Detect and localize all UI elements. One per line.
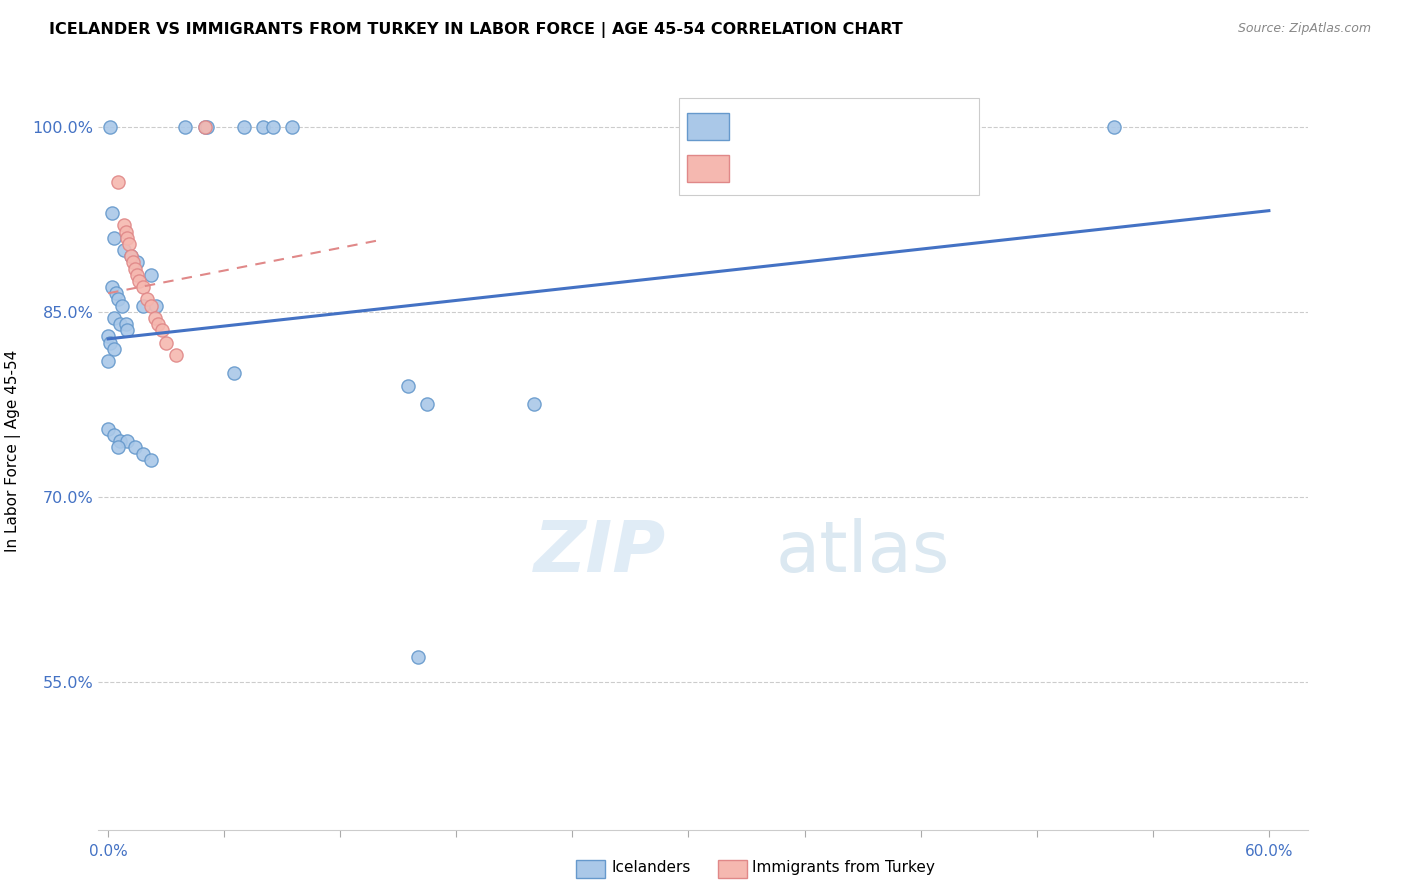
Point xyxy=(232,120,254,134)
Point xyxy=(252,120,274,134)
Point xyxy=(117,323,139,337)
Point xyxy=(124,261,146,276)
Point xyxy=(101,280,124,294)
Point xyxy=(523,397,546,411)
Point xyxy=(101,206,124,220)
Point xyxy=(97,422,120,436)
Point xyxy=(98,120,121,134)
Point xyxy=(127,268,149,282)
Point xyxy=(174,120,197,134)
Point xyxy=(112,219,135,233)
Point xyxy=(132,299,155,313)
Point xyxy=(97,354,120,368)
Text: R = 0.218: R = 0.218 xyxy=(738,120,823,135)
Point xyxy=(135,293,157,307)
Point xyxy=(108,317,131,331)
Point xyxy=(132,446,155,460)
Point xyxy=(103,428,125,442)
Point xyxy=(104,286,127,301)
Text: atlas: atlas xyxy=(776,517,950,587)
Point xyxy=(120,249,142,263)
Text: Immigrants from Turkey: Immigrants from Turkey xyxy=(752,861,935,875)
Point xyxy=(195,120,218,134)
Point xyxy=(155,335,177,350)
Text: Source: ZipAtlas.com: Source: ZipAtlas.com xyxy=(1237,22,1371,36)
Point xyxy=(107,293,129,307)
Bar xyxy=(686,113,730,140)
Point xyxy=(111,299,134,313)
Point xyxy=(120,249,142,263)
Point xyxy=(103,231,125,245)
Point xyxy=(396,378,419,392)
Point xyxy=(127,255,149,269)
Point xyxy=(194,120,217,134)
Point xyxy=(139,268,162,282)
Point xyxy=(139,452,162,467)
Point xyxy=(98,335,121,350)
Text: N = 43: N = 43 xyxy=(859,120,915,135)
Point xyxy=(165,348,187,362)
Point xyxy=(262,120,284,134)
Point xyxy=(103,342,125,356)
Point xyxy=(128,274,150,288)
Point xyxy=(112,243,135,257)
Point xyxy=(148,317,170,331)
Point xyxy=(132,280,155,294)
Point xyxy=(416,397,439,411)
Text: R = 0.165: R = 0.165 xyxy=(738,161,823,177)
Point xyxy=(143,310,166,325)
Point xyxy=(1102,120,1125,134)
Point xyxy=(222,367,245,381)
Point xyxy=(103,310,125,325)
Text: ZIP: ZIP xyxy=(534,517,666,587)
Point xyxy=(124,441,146,455)
Point xyxy=(145,299,167,313)
Point xyxy=(117,231,139,245)
Point xyxy=(107,441,129,455)
Point xyxy=(114,225,136,239)
Point xyxy=(118,236,141,251)
Text: N = 19: N = 19 xyxy=(859,161,915,177)
Bar xyxy=(686,155,730,182)
Point xyxy=(281,120,304,134)
Point xyxy=(117,434,139,449)
Y-axis label: In Labor Force | Age 45-54: In Labor Force | Age 45-54 xyxy=(6,350,21,551)
Text: 60.0%: 60.0% xyxy=(1244,845,1294,859)
Bar xyxy=(679,98,979,194)
Point xyxy=(114,317,136,331)
Point xyxy=(150,323,173,337)
Point xyxy=(139,299,162,313)
Point xyxy=(678,120,700,134)
Text: 0.0%: 0.0% xyxy=(89,845,128,859)
Point xyxy=(108,434,131,449)
Point xyxy=(406,650,429,665)
Point xyxy=(122,255,145,269)
Point xyxy=(194,120,217,134)
Point xyxy=(107,175,129,189)
Point xyxy=(97,329,120,343)
Text: ICELANDER VS IMMIGRANTS FROM TURKEY IN LABOR FORCE | AGE 45-54 CORRELATION CHART: ICELANDER VS IMMIGRANTS FROM TURKEY IN L… xyxy=(49,22,903,38)
Text: Icelanders: Icelanders xyxy=(612,861,690,875)
